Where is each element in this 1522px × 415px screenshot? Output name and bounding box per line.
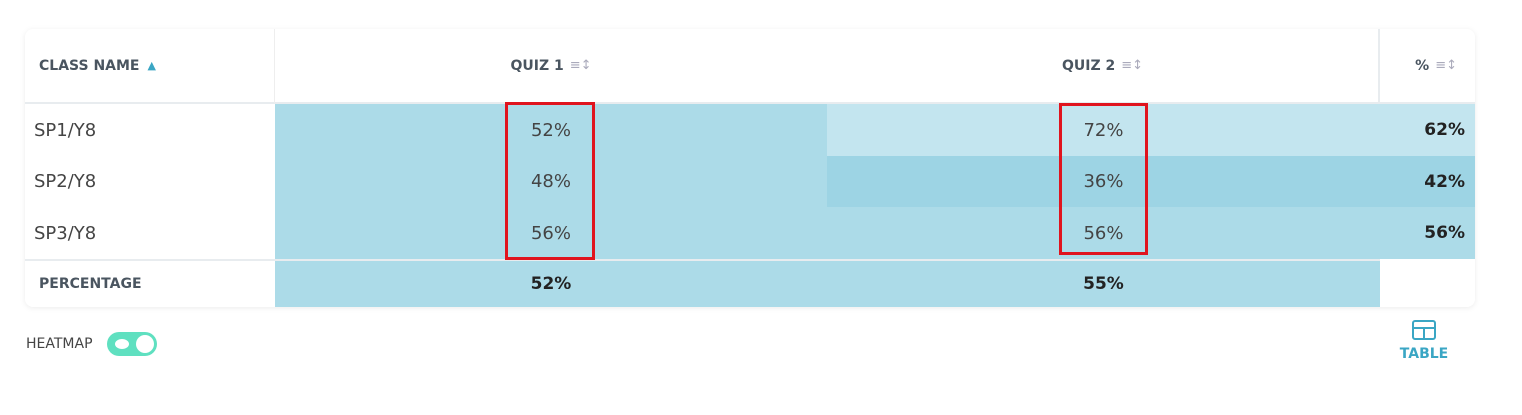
column-header[interactable]: % ≡↕ xyxy=(1380,29,1475,104)
row-label: SP2/Y8 xyxy=(34,171,97,192)
column-header[interactable]: CLASS NAME ▲ xyxy=(25,29,275,104)
table-view-button[interactable]: TABLE xyxy=(1396,320,1452,370)
score-cell: 42% xyxy=(1380,155,1475,208)
score-cell: 36% xyxy=(827,155,1380,208)
highlight-box xyxy=(1059,103,1148,255)
table: CLASS NAME ▲ QUIZ 1 ≡↕ QUIZ 2 ≡↕ % ≡↕ SP1/Y8… xyxy=(25,29,1475,307)
row-label: SP3/Y8 xyxy=(34,222,97,244)
footer-label: PERCENTAGE xyxy=(25,259,275,307)
score-cell: 56% xyxy=(827,207,1380,259)
header-text: QUIZ 2 xyxy=(1061,57,1116,74)
score-cell: 62% xyxy=(1380,104,1475,156)
column-header[interactable]: QUIZ 1 ≡↕ xyxy=(275,29,827,104)
header-text: CLASS NAME xyxy=(39,57,140,74)
heatmap-label: HEATMAP xyxy=(26,336,93,352)
score-cell: 72% xyxy=(827,104,1380,156)
column-header[interactable]: QUIZ 2 ≡↕ xyxy=(827,29,1380,104)
footer-cell: 52% xyxy=(275,259,827,307)
score-cell: 56% xyxy=(1380,207,1475,259)
score-cell: 56% xyxy=(275,207,827,259)
heatmap-toggle[interactable] xyxy=(107,332,157,356)
toggle-knob xyxy=(136,335,154,353)
footer-cell: 55% xyxy=(827,259,1380,307)
table-icon xyxy=(1412,320,1436,340)
score-cell: 48% xyxy=(275,155,827,208)
header-text: QUIZ 1 xyxy=(510,57,564,74)
row-label: SP1/Y8 xyxy=(34,119,97,141)
eye-icon xyxy=(115,339,129,349)
header-text: % xyxy=(1415,57,1430,74)
table-view-label: TABLE xyxy=(1399,346,1449,362)
highlight-box xyxy=(505,102,595,260)
score-cell: 52% xyxy=(275,104,827,156)
